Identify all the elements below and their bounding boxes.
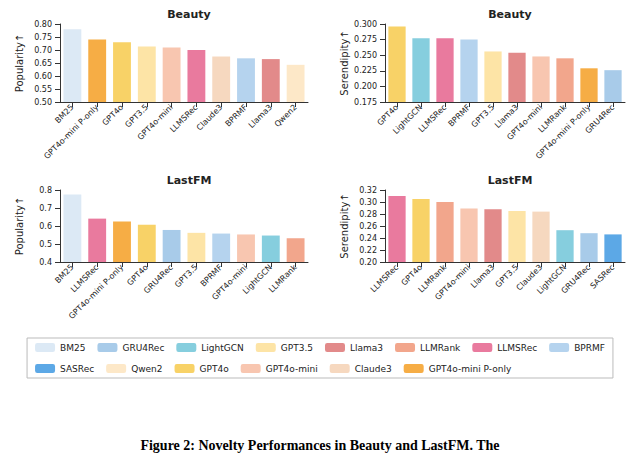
- svg-text:LLMSRec: LLMSRec: [69, 262, 101, 295]
- svg-text:0.32: 0.32: [359, 186, 377, 195]
- svg-text:0.60: 0.60: [34, 72, 52, 81]
- svg-text:0.20: 0.20: [359, 258, 377, 267]
- svg-text:GPT4o-mini P-only: GPT4o-mini P-only: [67, 263, 125, 321]
- svg-text:GPT3.5: GPT3.5: [470, 103, 497, 130]
- svg-text:0.225: 0.225: [354, 66, 377, 75]
- svg-text:LLMSRec: LLMSRec: [417, 103, 448, 134]
- html-text:Figure 2: Novelty Performances: Figure 2: Novelty Performances in Beauty…: [140, 438, 500, 453]
- svg-text:GPT4o-mini P-only: GPT4o-mini P-only: [429, 364, 512, 374]
- svg-text:BPRMF: BPRMF: [223, 103, 249, 129]
- svg-text:0.26: 0.26: [359, 222, 377, 231]
- svg-text:LLMRank: LLMRank: [420, 343, 461, 353]
- svg-text:0.200: 0.200: [354, 82, 377, 91]
- svg-text:0.24: 0.24: [359, 234, 377, 243]
- svg-text:GPT3.5: GPT3.5: [493, 262, 521, 290]
- svg-text:SASRec: SASRec: [60, 364, 94, 374]
- svg-text:GRU4Rec: GRU4Rec: [560, 263, 593, 296]
- svg-text:GPT4o-mini P-only: GPT4o-mini P-only: [534, 103, 592, 161]
- svg-text:Llama3: Llama3: [247, 103, 274, 130]
- svg-text:0.30: 0.30: [359, 198, 377, 207]
- svg-text:GPT4o-mini: GPT4o-mini: [136, 103, 175, 142]
- svg-text:LLMSRec: LLMSRec: [497, 343, 537, 353]
- svg-text:Popularity↑: Popularity↑: [14, 34, 25, 93]
- svg-text:Qwen2: Qwen2: [131, 364, 162, 374]
- svg-text:GPT3.5: GPT3.5: [123, 102, 150, 130]
- svg-text:Serendipity↑: Serendipity↑: [339, 30, 350, 95]
- svg-text:BM25: BM25: [53, 103, 75, 125]
- svg-text:LLMSRec: LLMSRec: [369, 263, 400, 294]
- svg-text:LLMRank: LLMRank: [536, 102, 569, 135]
- svg-text:GPT4o-mini: GPT4o-mini: [433, 263, 472, 302]
- svg-text:GPT4o: GPT4o: [399, 262, 425, 288]
- svg-text:BPRMF: BPRMF: [446, 103, 472, 129]
- svg-text:0.70: 0.70: [34, 46, 52, 55]
- svg-text:LightGCN: LightGCN: [535, 262, 569, 296]
- svg-text:LLMRank: LLMRank: [416, 262, 449, 295]
- svg-text:LastFM: LastFM: [167, 174, 212, 187]
- svg-text:BPRMF: BPRMF: [198, 262, 225, 289]
- svg-text:GRU4Rec: GRU4Rec: [584, 103, 617, 136]
- svg-text:LastFM: LastFM: [488, 174, 533, 187]
- svg-text:LLMRank: LLMRank: [267, 263, 299, 295]
- svg-text:GPT4o-mini: GPT4o-mini: [505, 103, 544, 142]
- svg-text:GPT3.5: GPT3.5: [173, 263, 200, 290]
- svg-text:0.6: 0.6: [39, 222, 52, 231]
- svg-text:0.65: 0.65: [34, 59, 52, 68]
- svg-text:0.55: 0.55: [34, 85, 52, 94]
- svg-text:Llama3: Llama3: [493, 102, 521, 130]
- svg-text:0.175: 0.175: [354, 98, 377, 107]
- svg-text:LightGCN: LightGCN: [391, 102, 425, 136]
- svg-text:Claude3: Claude3: [355, 364, 392, 374]
- svg-text:0.50: 0.50: [34, 98, 52, 107]
- svg-text:Claude3: Claude3: [514, 262, 545, 293]
- svg-text:BM25: BM25: [60, 343, 85, 353]
- svg-text:Beauty: Beauty: [488, 8, 532, 21]
- svg-text:GRU4Rec: GRU4Rec: [142, 263, 175, 296]
- svg-text:Qwen2: Qwen2: [273, 103, 299, 129]
- svg-text:0.8: 0.8: [39, 186, 52, 195]
- svg-text:LightGCN: LightGCN: [201, 343, 243, 353]
- svg-text:0.28: 0.28: [359, 210, 377, 219]
- svg-text:Beauty: Beauty: [167, 8, 211, 21]
- svg-text:GPT4o: GPT4o: [125, 262, 150, 288]
- svg-text:0.4: 0.4: [39, 258, 52, 267]
- svg-text:GPT3.5: GPT3.5: [281, 343, 313, 353]
- svg-text:0.250: 0.250: [354, 51, 377, 60]
- svg-text:Serendipity↑: Serendipity↑: [339, 193, 350, 258]
- svg-text:BM25: BM25: [53, 263, 75, 285]
- svg-text:GPT4o-mini: GPT4o-mini: [266, 364, 318, 374]
- svg-text:LightGCN: LightGCN: [241, 262, 274, 296]
- svg-text:GPT4o: GPT4o: [200, 364, 230, 374]
- svg-text:GRU4Rec: GRU4Rec: [122, 343, 164, 353]
- svg-text:0.22: 0.22: [359, 246, 377, 255]
- svg-text:GPT4o-mini: GPT4o-mini: [210, 263, 249, 302]
- svg-text:0.300: 0.300: [354, 20, 377, 29]
- svg-text:LLMSRec: LLMSRec: [168, 103, 199, 134]
- svg-text:Popularity↑: Popularity↑: [14, 197, 25, 256]
- svg-text:0.275: 0.275: [354, 35, 377, 44]
- svg-text:0.80: 0.80: [34, 20, 52, 29]
- svg-text:GPT4o: GPT4o: [101, 103, 126, 128]
- svg-text:BPRMF: BPRMF: [574, 343, 605, 353]
- svg-text:0.7: 0.7: [39, 204, 52, 213]
- svg-text:SASRec: SASRec: [588, 263, 616, 291]
- svg-text:Claude3: Claude3: [195, 103, 225, 133]
- svg-text:0.75: 0.75: [34, 33, 52, 42]
- svg-text:0.5: 0.5: [39, 240, 52, 249]
- svg-text:GPT4o: GPT4o: [375, 102, 401, 128]
- svg-text:Llama3: Llama3: [469, 263, 496, 290]
- svg-text:Llama3: Llama3: [350, 343, 383, 353]
- svg-text:GPT4o-mini P-only: GPT4o-mini P-only: [42, 103, 100, 161]
